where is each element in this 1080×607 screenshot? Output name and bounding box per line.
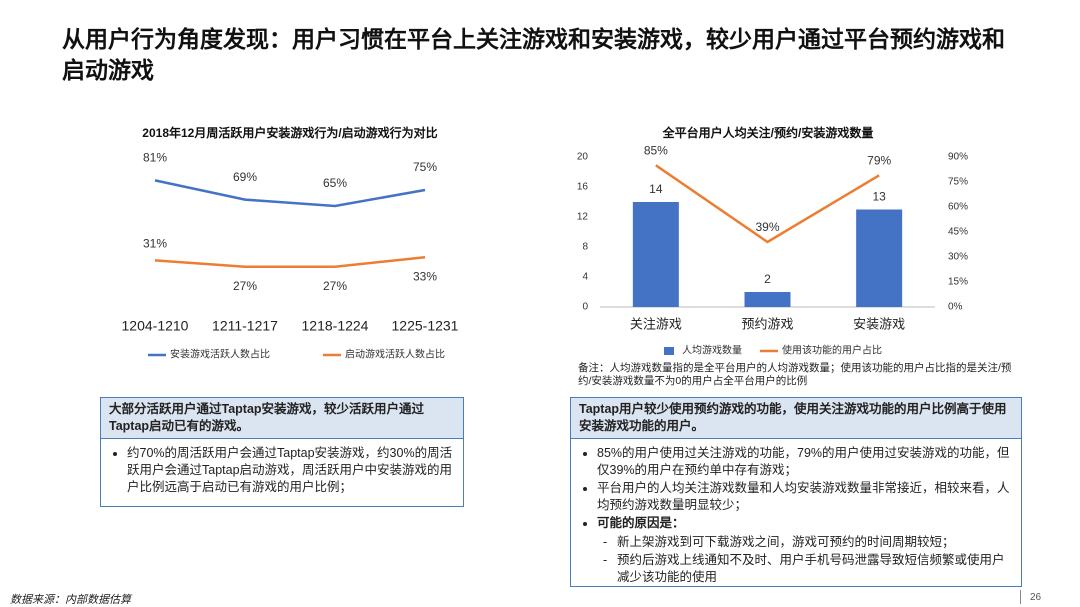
data-label: 79%: [867, 154, 891, 168]
y2-tick-label: 30%: [948, 252, 968, 263]
data-label: 13: [872, 190, 886, 204]
y2-tick-label: 75%: [948, 177, 968, 188]
y2-tick-label: 45%: [948, 227, 968, 238]
legend-label: 安装游戏活跃人数占比: [170, 348, 270, 361]
x-tick-label: 1225-1231: [392, 318, 459, 334]
legend-label: 启动游戏活跃人数占比: [345, 348, 445, 361]
data-label: 14: [649, 182, 663, 196]
data-label: 81%: [143, 151, 167, 165]
data-label: 69%: [233, 170, 257, 184]
x-tick-label: 预约游戏: [741, 316, 793, 331]
x-tick-label: 1211-1217: [212, 318, 278, 334]
box-heading: Taptap用户较少使用预约游戏的功能，使用关注游戏功能的用户比例高于使用安装游…: [571, 398, 1021, 439]
bar: [632, 202, 679, 307]
line: [655, 164, 880, 244]
data-label: 27%: [233, 279, 257, 293]
data-label: 65%: [323, 176, 347, 190]
y-tick-label: 20: [577, 152, 589, 163]
y-tick-label: 16: [577, 182, 589, 193]
legend-label: 人均游戏数量: [682, 344, 742, 357]
legend-label: 使用该功能的用户占比: [782, 344, 882, 357]
y-tick-label: 4: [582, 272, 588, 283]
x-tick-label: 1204-1210: [122, 318, 189, 334]
bar: [744, 292, 791, 307]
divider: [1020, 590, 1021, 604]
data-label: 31%: [143, 237, 167, 251]
y-tick-label: 0: [582, 302, 588, 313]
data-label: 85%: [644, 144, 668, 158]
x-tick-label: 安装游戏: [853, 316, 905, 331]
x-tick-label: 1218-1224: [302, 318, 369, 334]
box-heading: 大部分活跃用户通过Taptap安装游戏，较少活跃用户通过Taptap启动已有的游…: [101, 398, 463, 439]
summary-box: 大部分活跃用户通过Taptap安装游戏，较少活跃用户通过Taptap启动已有的游…: [100, 397, 464, 507]
chart-title: 全平台用户人均关注/预约/安装游戏数量: [662, 125, 874, 140]
sub-bullet: 预约后游戏上线通知不及时、用户手机号码泄露导致短信频繁或使用户减少该功能的使用: [617, 552, 1013, 586]
line: [154, 179, 426, 208]
legend-swatch: [664, 347, 674, 355]
bullet: 平台用户的人均关注游戏数量和人均安装游戏数量非常接近，相较来看，人均预约游戏数量…: [597, 480, 1013, 514]
y-tick-label: 8: [582, 242, 588, 253]
chart-title: 2018年12月周活跃用户安装游戏行为/启动游戏行为对比: [142, 125, 437, 140]
data-label: 33%: [413, 269, 437, 283]
data-label: 2: [764, 272, 771, 286]
line: [154, 255, 426, 269]
page-number: 26: [1030, 592, 1042, 603]
bullet-list: 约70%的周活跃用户会通过Taptap安装游戏，约30%的周活跃用户会通过Tap…: [109, 445, 455, 496]
summary-box: Taptap用户较少使用预约游戏的功能，使用关注游戏功能的用户比例高于使用安装游…: [570, 397, 1022, 587]
y2-tick-label: 15%: [948, 277, 968, 288]
y2-tick-label: 60%: [948, 202, 968, 213]
slide-title: 从用户行为角度发现：用户习惯在平台上关注游戏和安装游戏，较少用户通过平台预约游戏…: [62, 26, 1005, 83]
x-tick-label: 关注游戏: [630, 316, 682, 331]
chart-note: 备注：人均游戏数量指的是全平台用户的人均游戏数量；使用该功能的用户占比指的是关注…: [578, 362, 1012, 387]
sub-bullet: 新上架游戏到可下载游戏之间，游戏可预约的时间周期较短；: [617, 534, 1013, 551]
y-tick-label: 12: [577, 212, 589, 223]
bullet: 约70%的周活跃用户会通过Taptap安装游戏，约30%的周活跃用户会通过Tap…: [127, 445, 455, 496]
data-label: 75%: [413, 160, 437, 174]
sub-list: 新上架游戏到可下载游戏之间，游戏可预约的时间周期较短； 预约后游戏上线通知不及时…: [603, 534, 1013, 586]
bullet: 可能的原因是：: [597, 515, 1013, 532]
data-label: 39%: [755, 220, 779, 234]
data-label: 27%: [323, 279, 347, 293]
bullet: 85%的用户使用过关注游戏的功能，79%的用户使用过安装游戏的功能，但仅39%的…: [597, 445, 1013, 479]
y2-tick-label: 90%: [948, 152, 968, 163]
bullet-list: 85%的用户使用过关注游戏的功能，79%的用户使用过安装游戏的功能，但仅39%的…: [579, 445, 1013, 532]
y2-tick-label: 0%: [948, 302, 963, 313]
source: 数据来源：内部数据估算: [10, 594, 131, 606]
bar: [856, 209, 903, 307]
